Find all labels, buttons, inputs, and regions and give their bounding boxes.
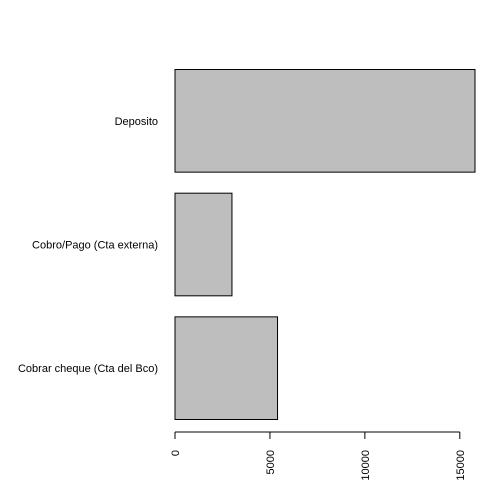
x-tick-label-1: 5000 — [265, 450, 277, 474]
bar-1 — [174, 192, 233, 297]
x-tick-label-3: 15000 — [455, 450, 467, 481]
x-axis: 0 5000 10000 15000 — [170, 431, 467, 481]
x-ticks-group: 0 5000 10000 15000 — [170, 432, 467, 481]
bars-group — [174, 69, 476, 420]
category-label-1: Cobro/Pago (Cta externa) — [32, 240, 158, 252]
category-labels-group: Cobrar cheque (Cta del Bco) Cobro/Pago (C… — [18, 116, 158, 375]
bar-2 — [174, 69, 476, 173]
x-tick-label-2: 10000 — [360, 450, 372, 481]
category-label-0: Cobrar cheque (Cta del Bco) — [18, 363, 158, 375]
x-tick-label-0: 0 — [170, 450, 182, 456]
bar-0 — [174, 316, 279, 420]
category-label-2: Deposito — [115, 116, 158, 128]
